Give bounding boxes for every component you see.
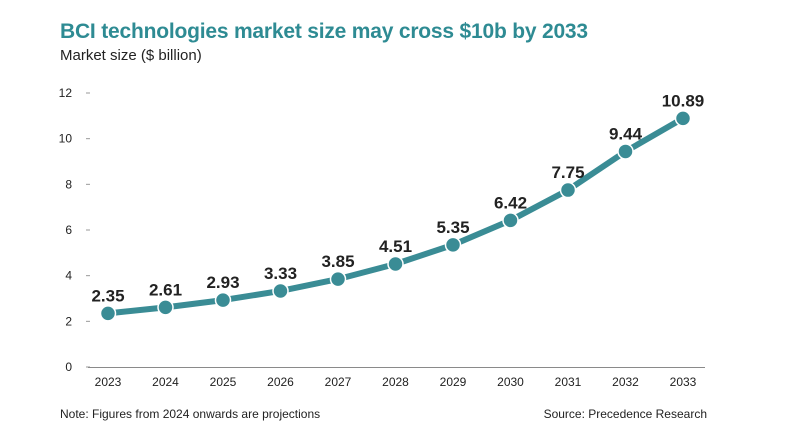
x-tick-label: 2026: [267, 375, 294, 389]
data-point: [99, 305, 117, 322]
x-tick-label: 2029: [440, 375, 467, 389]
data-label: 10.89: [662, 91, 705, 110]
x-tick-label: 2032: [612, 375, 639, 389]
x-tick-label: 2033: [670, 375, 697, 389]
x-tick-label: 2030: [497, 375, 524, 389]
data-point: [329, 270, 347, 288]
chart-subtitle: Market size ($ billion): [60, 47, 202, 64]
y-axis: 0 2 4 6 8 10 12: [59, 86, 90, 374]
y-tick-label: 0: [65, 360, 72, 374]
y-tick-label: 12: [59, 86, 73, 100]
x-tick-label: 2027: [325, 375, 352, 389]
x-axis: 2023 2024 2025 2026 2027 2028 2029 2030 2031 2032…: [88, 367, 705, 389]
data-label: 2.93: [206, 273, 239, 292]
x-tick-label: 2025: [210, 375, 237, 389]
x-tick-label: 2024: [152, 375, 179, 389]
data-point: [157, 299, 174, 316]
data-point: [272, 282, 289, 300]
x-tick-label: 2028: [382, 375, 409, 389]
y-tick-label: 10: [59, 132, 73, 146]
data-label: 2.61: [149, 280, 182, 299]
series-line: [105, 115, 686, 317]
data-label: 2.35: [91, 286, 124, 305]
data-labels: 2.35 2.61 2.93 3.33 3.85 4.51 5.35 6.42 7.75 9.44…: [91, 91, 704, 305]
data-point: [387, 255, 404, 273]
data-label: 6.42: [494, 193, 527, 212]
y-tick-label: 6: [65, 223, 72, 237]
x-tick-label: 2031: [555, 375, 582, 389]
data-label: 3.33: [264, 264, 297, 283]
data-label: 9.44: [609, 124, 643, 143]
data-label: 3.85: [321, 252, 354, 271]
x-tick-label: 2023: [95, 375, 122, 389]
data-label: 7.75: [551, 163, 584, 182]
data-label: 5.35: [436, 218, 469, 237]
data-point: [502, 212, 519, 229]
y-tick-label: 8: [65, 177, 72, 191]
footnote: Note: Figures from 2024 onwards are proj…: [60, 407, 321, 421]
data-point: [617, 143, 634, 160]
chart-title: BCI technologies market size may cross $…: [60, 20, 588, 43]
data-point: [444, 236, 462, 254]
data-point: [674, 110, 692, 127]
source-note: Source: Precedence Research: [543, 407, 707, 421]
series-market-size: [99, 110, 692, 322]
data-point: [559, 181, 577, 199]
y-tick-label: 4: [65, 269, 72, 283]
data-label: 4.51: [379, 237, 412, 256]
y-tick-label: 2: [65, 314, 72, 328]
data-point: [214, 291, 232, 309]
